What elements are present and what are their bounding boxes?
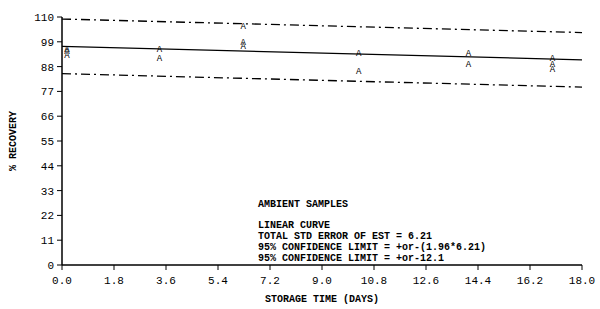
- chart: 0 11 22 33 44 55 66 77 88 99 110 0.0 1.8 3.6 5.4 7.2 9.0…: [0, 0, 600, 309]
- x-tick: [530, 265, 531, 270]
- y-tick-label: 99: [41, 37, 54, 49]
- y-tick: [57, 41, 62, 42]
- x-tick: [218, 265, 219, 270]
- y-axis-label: % RECOVERY: [8, 111, 19, 171]
- x-tick: [322, 265, 323, 270]
- y-tick: [57, 116, 62, 117]
- y-tick-label: 55: [41, 136, 54, 148]
- y-tick: [57, 165, 62, 166]
- point: A: [157, 54, 163, 64]
- y-tick-label: 44: [41, 161, 55, 173]
- y-tick-label: 110: [34, 12, 54, 24]
- point: A: [550, 65, 556, 75]
- x-tick-label: 16.2: [517, 275, 543, 287]
- x-tick: [62, 265, 63, 270]
- x-tick: [582, 265, 583, 270]
- line: [62, 19, 582, 33]
- y-tick: [57, 190, 62, 191]
- x-axis-label: STORAGE TIME (DAYS): [265, 294, 379, 305]
- point: A: [356, 67, 362, 77]
- y-tick: [57, 215, 62, 216]
- y-tick-label: 77: [41, 86, 54, 98]
- x-tick-label: 14.4: [465, 275, 492, 287]
- x-tick: [478, 265, 479, 270]
- line: [62, 74, 582, 88]
- point: A: [466, 60, 472, 70]
- y-tick-label: 88: [41, 62, 54, 74]
- y-tick-label: 22: [41, 210, 54, 222]
- plot-area: AAAAAAAAAAAAAAA: [62, 19, 582, 87]
- x-tick-label: 18.0: [569, 275, 595, 287]
- y-tick-label: 33: [41, 186, 54, 198]
- x-tick-label: 3.6: [156, 275, 176, 287]
- y-tick: [57, 66, 62, 67]
- point: A: [64, 51, 70, 61]
- x-tick: [114, 265, 115, 270]
- x-tick: [166, 265, 167, 270]
- y-tick-label: 11: [41, 235, 55, 247]
- annotation: TOTAL STD ERROR OF EST = 6.21: [258, 231, 432, 242]
- y-tick-label: 66: [41, 111, 54, 123]
- y-tick: [57, 91, 62, 92]
- x-tick-label: 5.4: [208, 275, 228, 287]
- y-tick: [57, 265, 62, 266]
- y-tick: [57, 17, 62, 18]
- x-tick-label: 0.0: [52, 275, 72, 287]
- line: [62, 46, 582, 60]
- y-tick-label: 0: [47, 260, 54, 272]
- x-tick: [270, 265, 271, 270]
- y-tick: [57, 240, 62, 241]
- x-tick-label: 12.6: [413, 275, 439, 287]
- annotation: LINEAR CURVE: [258, 220, 330, 231]
- x-tick-label: 1.8: [104, 275, 124, 287]
- annotation: AMBIENT SAMPLES: [258, 199, 348, 210]
- x-tick: [374, 265, 375, 270]
- x-tick: [426, 265, 427, 270]
- annotation: 95% CONFIDENCE LIMIT = +or-(1.96*6.21): [258, 242, 486, 253]
- y-tick: [57, 141, 62, 142]
- x-tick-label: 9.0: [312, 275, 332, 287]
- annotation: 95% CONFIDENCE LIMIT = +or-12.1: [258, 253, 444, 264]
- x-tick-label: 7.2: [260, 275, 280, 287]
- x-tick-label: 10.8: [361, 275, 387, 287]
